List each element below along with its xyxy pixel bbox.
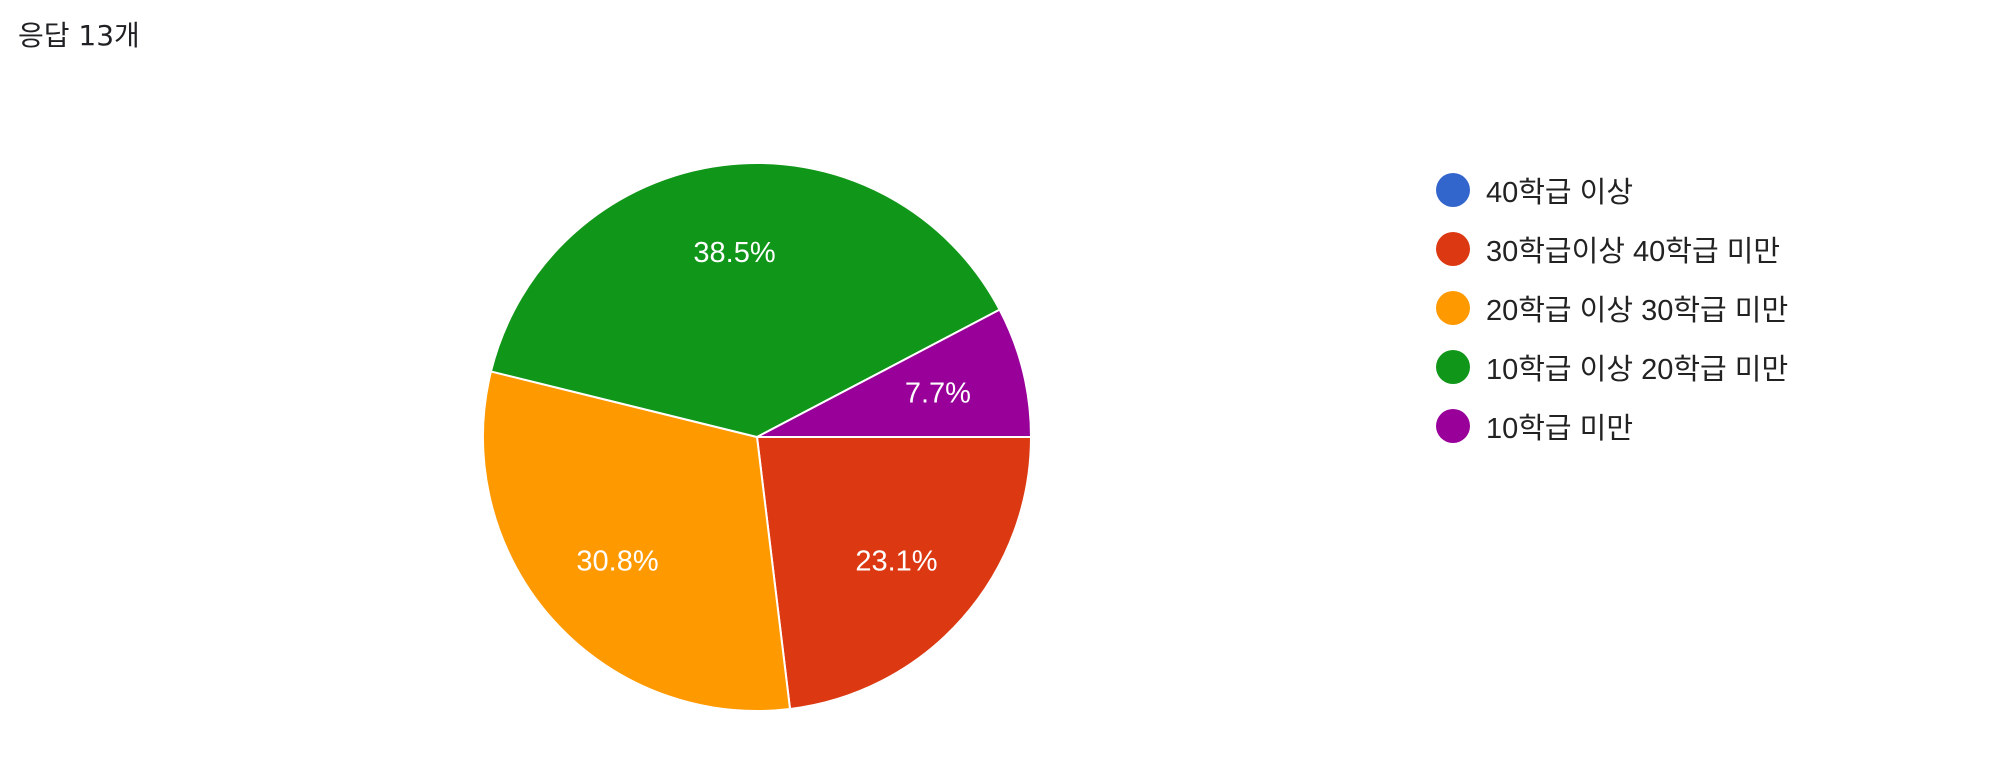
legend-dot-icon [1436, 349, 1470, 384]
legend-item[interactable]: 10학급 미만 [1436, 396, 1788, 455]
response-count: 응답 13개 [18, 19, 140, 52]
slice-label-4: 7.7% [905, 377, 971, 409]
pie-slice-2[interactable] [482, 370, 792, 712]
legend-item[interactable]: 10학급 이상 20학급 미만 [1436, 337, 1788, 396]
legend-dot-icon [1436, 408, 1470, 443]
pie-slice-3[interactable] [489, 162, 1001, 439]
slice-label-1: 23.1% [855, 546, 937, 578]
legend-item[interactable]: 20학급 이상 30학급 미만 [1436, 278, 1788, 337]
pie-slice-4[interactable] [756, 308, 1033, 438]
pie-slice-1[interactable] [755, 436, 1033, 711]
legend-dot-icon [1436, 231, 1470, 266]
slice-label-3: 38.5% [693, 237, 775, 269]
legend-label: 10학급 이상 20학급 미만 [1486, 353, 1789, 386]
legend-item[interactable]: 30학급이상 40학급 미만 [1436, 219, 1788, 278]
legend-item[interactable]: 40학급 이상 [1436, 160, 1788, 219]
legend-label: 10학급 미만 [1486, 412, 1634, 445]
legend-label: 40학급 이상 [1486, 176, 1634, 209]
legend: 40학급 이상 30학급이상 40학급 미만 20학급 이상 30학급 미만 10학급… [1436, 160, 1788, 455]
legend-dot-icon [1436, 290, 1470, 325]
legend-label: 20학급 이상 30학급 미만 [1486, 294, 1789, 327]
legend-label: 30학급이상 40학급 미만 [1486, 235, 1781, 268]
legend-dot-icon [1436, 172, 1470, 207]
slice-label-2: 30.8% [576, 546, 658, 578]
